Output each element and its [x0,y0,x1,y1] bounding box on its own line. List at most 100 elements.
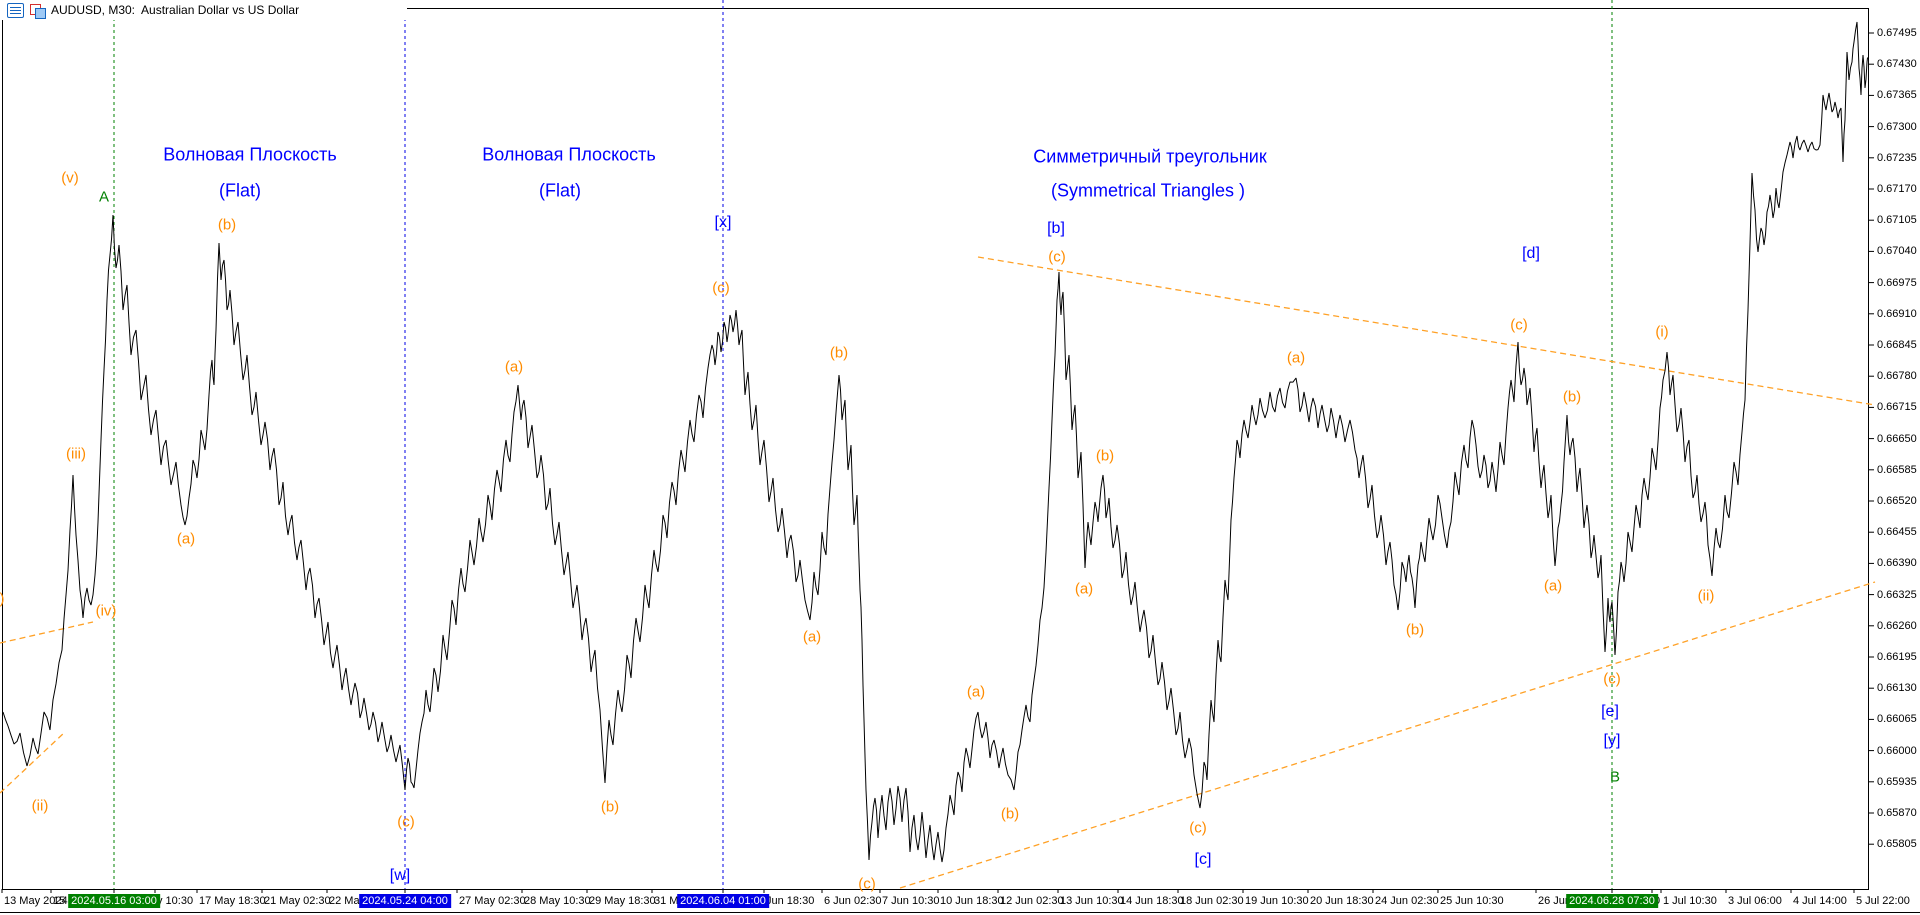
price-axis-label: 0.66780 [1877,370,1917,383]
wave-label[interactable]: (b) [217,216,237,234]
wave-label[interactable]: [x] [714,214,732,231]
wave-label[interactable]: B [1609,768,1621,786]
price-axis-label: 0.66000 [1877,744,1917,757]
price-axis-label: 0.66650 [1877,432,1917,445]
wave-label[interactable]: [b] [1047,220,1065,237]
chart-border-bottom [2,889,1869,890]
trendline-left-upper-segment[interactable] [0,621,94,644]
wave-label[interactable]: (b) [1095,447,1115,465]
price-axis-label: 0.66260 [1877,619,1917,632]
time-axis-label: 10 Jun 18:30 [940,895,1004,907]
pattern-title-label[interactable]: (Symmetrical Triangles ) [1050,180,1246,201]
trendline-triangle-upper[interactable] [977,256,1876,406]
time-axis-label: 13 May 2024 [4,895,68,907]
price-axis-label: 0.66455 [1877,526,1917,539]
price-axis-label: 0.67040 [1877,245,1917,258]
wave-label[interactable]: (a) [802,628,822,646]
price-axis-label: 0.67235 [1877,151,1917,164]
window-border-bottom [0,912,1920,913]
time-axis-label: 3 Jul 06:00 [1728,895,1782,907]
pattern-title-label[interactable]: Волновая Плоскость [163,144,337,165]
symbol-description-label: Australian Dollar vs US Dollar [141,3,300,17]
time-axis-label: 6 Jun 02:30 [824,895,882,907]
time-axis-label: 21 May 02:30 [264,895,331,907]
price-axis-label: 0.66195 [1877,651,1917,663]
journal-icon [7,2,24,18]
pattern-title-label[interactable]: Симметричный треугольник [1033,146,1267,167]
time-axis-label: 18 Jun 02:30 [1180,895,1244,907]
wave-label[interactable]: (c) [1048,248,1066,266]
trendline-triangle-lower[interactable] [899,581,1876,889]
time-axis-label: Jun 18:30 [766,895,815,907]
wave-label[interactable]: [y] [1603,732,1621,749]
wave-label[interactable]: (b) [1405,621,1425,639]
time-axis-label: 15 [53,895,66,907]
time-axis-label: 7 Jun 10:30 [882,895,940,907]
wave-label[interactable]: (iv) [95,602,117,620]
wave-label[interactable]: (a) [966,683,986,701]
price-axis-label: 0.66390 [1877,557,1917,570]
highlighted-date-label: 2024.05.16 03:00 [68,894,160,908]
symbol-timeframe-label: AUDUSD, M30: [51,3,136,17]
wave-label[interactable]: [c] [1194,851,1212,868]
time-axis-label: 4 Jul 14:00 [1793,895,1847,907]
time-axis-label: 29 May 18:30 [589,895,656,907]
wave-label[interactable]: ) [0,590,5,608]
price-axis-label: 0.67495 [1877,27,1917,39]
pattern-title-label[interactable]: (Flat) [539,180,581,201]
wave-label[interactable]: (b) [1562,388,1582,406]
wave-label[interactable]: (b) [1000,805,1020,823]
time-axis-label: 28 May 10:30 [524,895,591,907]
wave-label[interactable]: (ii) [31,797,49,815]
wave-label[interactable]: (c) [1189,819,1207,837]
wave-label[interactable]: (c) [1510,316,1528,334]
time-axis-label: 12 Jun 02:30 [1000,895,1064,907]
pattern-title-label[interactable]: Волновая Плоскость [482,144,656,165]
time-axis-label: 13 Jun 10:30 [1060,895,1124,907]
wave-label[interactable]: [e] [1601,703,1619,720]
wave-label[interactable]: (a) [176,530,196,548]
wave-label[interactable]: (a) [1543,577,1563,595]
wave-label[interactable]: A [98,188,110,206]
chart-border-left [2,8,3,889]
time-axis-label: 17 May 18:30 [199,895,266,907]
time-axis-label: 20 Jun 18:30 [1310,895,1374,907]
wave-label[interactable]: (i) [1655,323,1669,341]
highlighted-date-label: 2024.06.04 01:00 [677,894,769,908]
price-axis-label: 0.67365 [1877,89,1917,102]
price-axis-label: 0.66585 [1877,463,1917,476]
wave-label[interactable]: (c) [397,813,415,831]
time-axis-label: 24 Jun 02:30 [1375,895,1439,907]
price-axis-label: 0.67300 [1877,120,1917,133]
wave-label[interactable]: (c) [712,279,730,297]
price-axis-label: 0.67105 [1877,214,1917,227]
wave-label[interactable]: [d] [1522,245,1540,262]
wave-label[interactable]: (a) [1286,349,1306,367]
wave-label[interactable]: (c) [1603,670,1621,688]
pattern-title-label[interactable]: (Flat) [219,180,261,201]
price-axis-label: 0.66845 [1877,339,1917,351]
wave-label[interactable]: (c) [858,875,876,893]
time-axis-label: 1 Jul 10:30 [1663,895,1717,907]
trendline-left-lower-segment[interactable] [0,731,66,794]
price-axis-label: 0.67170 [1877,183,1917,195]
highlighted-date-label: 2024.06.28 07:30 [1566,894,1658,908]
wave-label[interactable]: (iii) [66,445,86,463]
time-axis-label: 14 Jun 18:30 [1120,895,1184,907]
price-axis-label: 0.66910 [1877,307,1917,320]
chart-border-right [1868,8,1869,889]
wave-label[interactable]: (a) [504,358,524,376]
chart-windows-icon [30,3,46,19]
wave-label[interactable]: [w] [389,867,411,884]
highlighted-date-label: 2024.05.24 04:00 [359,894,451,908]
time-axis-label: y 10:30 [157,895,194,907]
wave-label[interactable]: (b) [600,798,620,816]
wave-label[interactable]: (a) [1074,580,1094,598]
wave-label[interactable]: (ii) [1697,587,1715,605]
price-axis-label: 0.67430 [1877,58,1917,71]
wave-label[interactable]: (v) [61,169,79,187]
price-axis-label: 0.66130 [1877,682,1917,695]
wave-label[interactable]: (b) [829,344,849,362]
